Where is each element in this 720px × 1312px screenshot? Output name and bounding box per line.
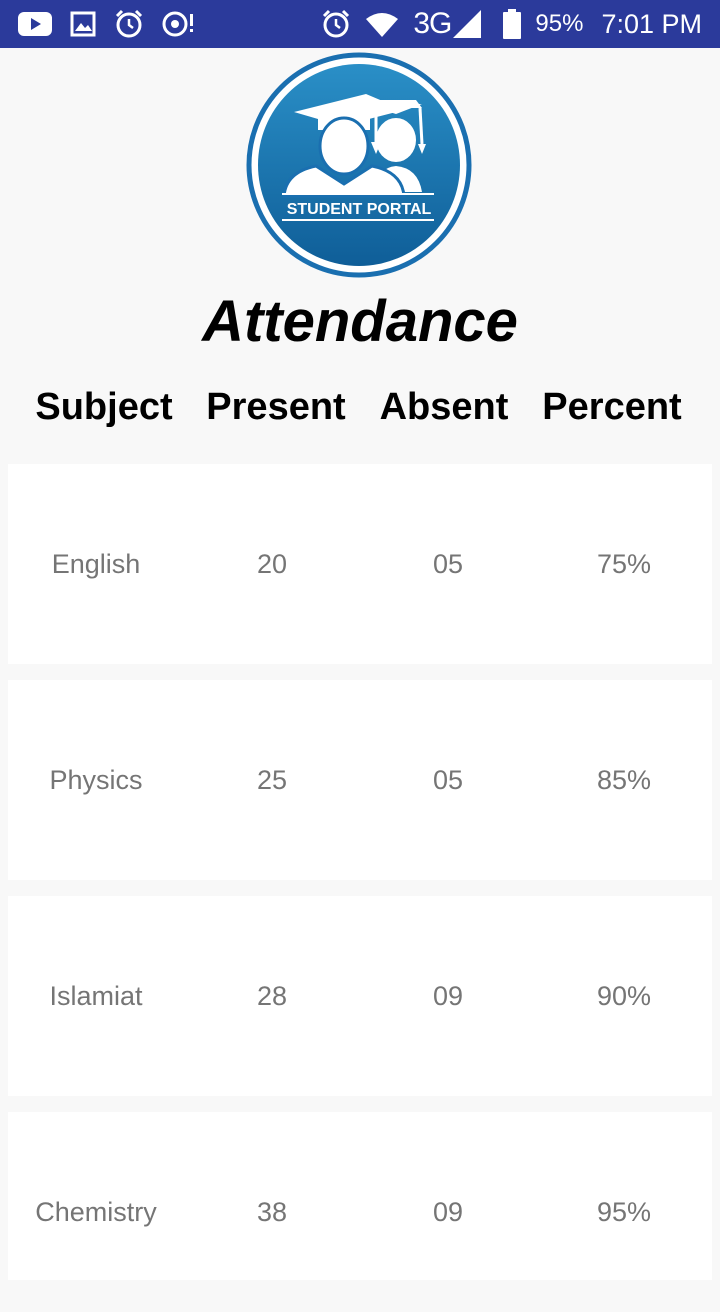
row-present: 25 [256, 765, 288, 795]
status-notifications [18, 9, 214, 39]
row-subject: Chemistry [35, 1197, 157, 1227]
row-percent: 85% [596, 765, 652, 795]
alarm-icon [323, 9, 350, 38]
logo-text: STUDENT PORTAL [287, 201, 432, 218]
battery-percent: 95% [535, 10, 584, 37]
clock: 7:01 PM [601, 8, 702, 39]
music-icon [162, 11, 193, 37]
page-title: Attendance [202, 289, 518, 354]
battery-icon [503, 9, 522, 39]
network-type: 3G [413, 7, 452, 40]
gallery-icon [70, 11, 96, 37]
row-percent: 95% [596, 1197, 652, 1227]
alarm-icon [115, 9, 143, 38]
row-present: 28 [256, 981, 288, 1011]
student-portal-logo: STUDENT PORTAL [246, 52, 472, 278]
graduate-icon [282, 94, 426, 198]
wifi-icon [366, 13, 399, 37]
header-absent: Absent [379, 386, 509, 428]
row-absent: 09 [432, 981, 464, 1011]
status-system: 3G 95% 7:01 PM [307, 7, 702, 41]
row-absent: 09 [432, 1197, 464, 1227]
table-header: Subject Present Absent Percent [8, 386, 712, 436]
table-row[interactable]: Chemistry 38 09 95% [8, 1112, 712, 1280]
row-absent: 05 [432, 765, 464, 795]
header-percent: Percent [542, 386, 682, 428]
table-row[interactable]: Islamiat 28 09 90% [8, 896, 712, 1096]
youtube-icon [18, 12, 52, 36]
row-subject: Physics [49, 765, 143, 795]
row-present: 20 [256, 549, 288, 579]
signal-icon [453, 10, 482, 38]
row-present: 38 [256, 1197, 288, 1227]
row-absent: 05 [432, 549, 464, 579]
table-row[interactable]: English 20 05 75% [8, 464, 712, 664]
row-percent: 75% [596, 549, 652, 579]
status-bar: 3G 95% 7:01 PM [0, 0, 720, 48]
table-row[interactable]: Physics 25 05 85% [8, 680, 712, 880]
row-subject: Islamiat [49, 981, 143, 1011]
header-present: Present [206, 386, 346, 428]
header-subject: Subject [35, 386, 173, 428]
row-subject: English [51, 549, 141, 579]
row-percent: 90% [596, 981, 652, 1011]
